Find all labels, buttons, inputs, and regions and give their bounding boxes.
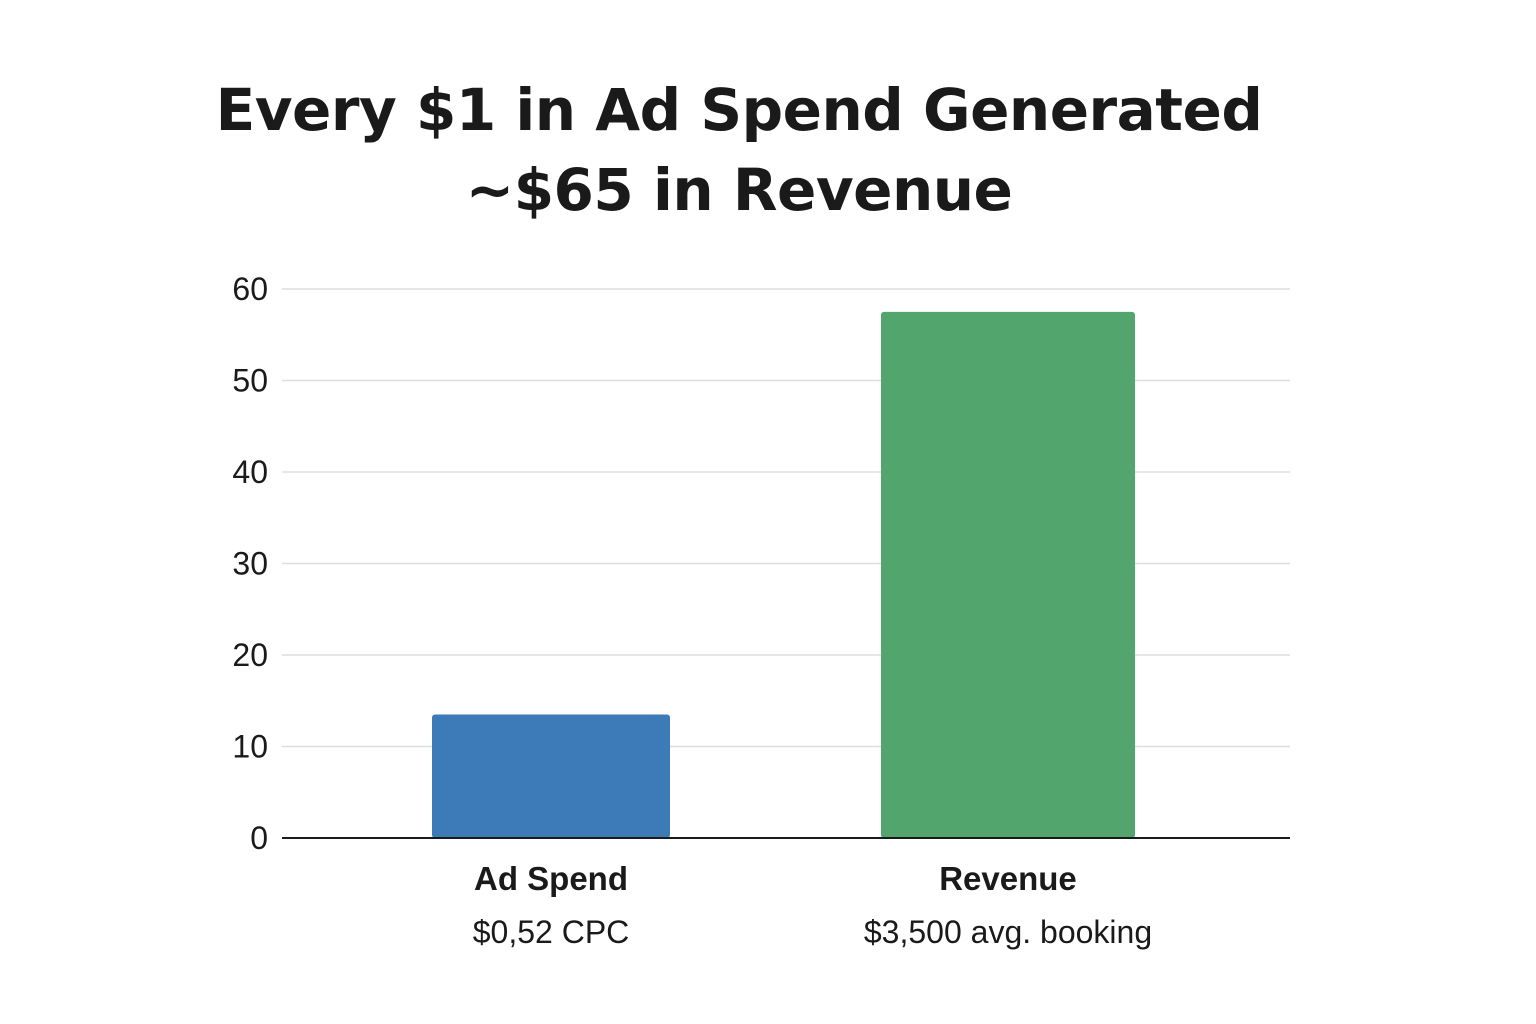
bar-revenue (881, 311, 1135, 838)
chart-title: Every $1 in Ad Spend Generated ~$65 in R… (0, 70, 1478, 230)
y-tick-label-60: 60 (232, 271, 268, 307)
x-axis-labels: Ad Spend $0,52 CPC Revenue $3,500 avg. book… (473, 860, 1152, 950)
bar-ad-spend (432, 714, 670, 838)
y-tick-label-20: 20 (232, 637, 268, 673)
x-category-label-ad-spend: Ad Spend (474, 860, 628, 897)
y-tick-label-50: 50 (232, 363, 268, 399)
x-category-label-revenue: Revenue (939, 860, 1077, 897)
gridlines (282, 288, 1290, 748)
y-axis-ticks: 0 10 20 30 40 50 60 (232, 271, 268, 856)
chart-title-line-1: Every $1 in Ad Spend Generated (215, 76, 1263, 144)
x-category-subtitle-ad-spend: $0,52 CPC (473, 914, 630, 950)
y-tick-label-30: 30 (232, 546, 268, 582)
x-category-subtitle-revenue: $3,500 avg. booking (864, 914, 1152, 950)
chart-title-line-2: ~$65 in Revenue (465, 156, 1013, 224)
bars (432, 311, 1135, 838)
y-tick-label-40: 40 (232, 454, 268, 490)
y-tick-label-10: 10 (232, 729, 268, 765)
y-tick-label-0: 0 (250, 820, 268, 856)
